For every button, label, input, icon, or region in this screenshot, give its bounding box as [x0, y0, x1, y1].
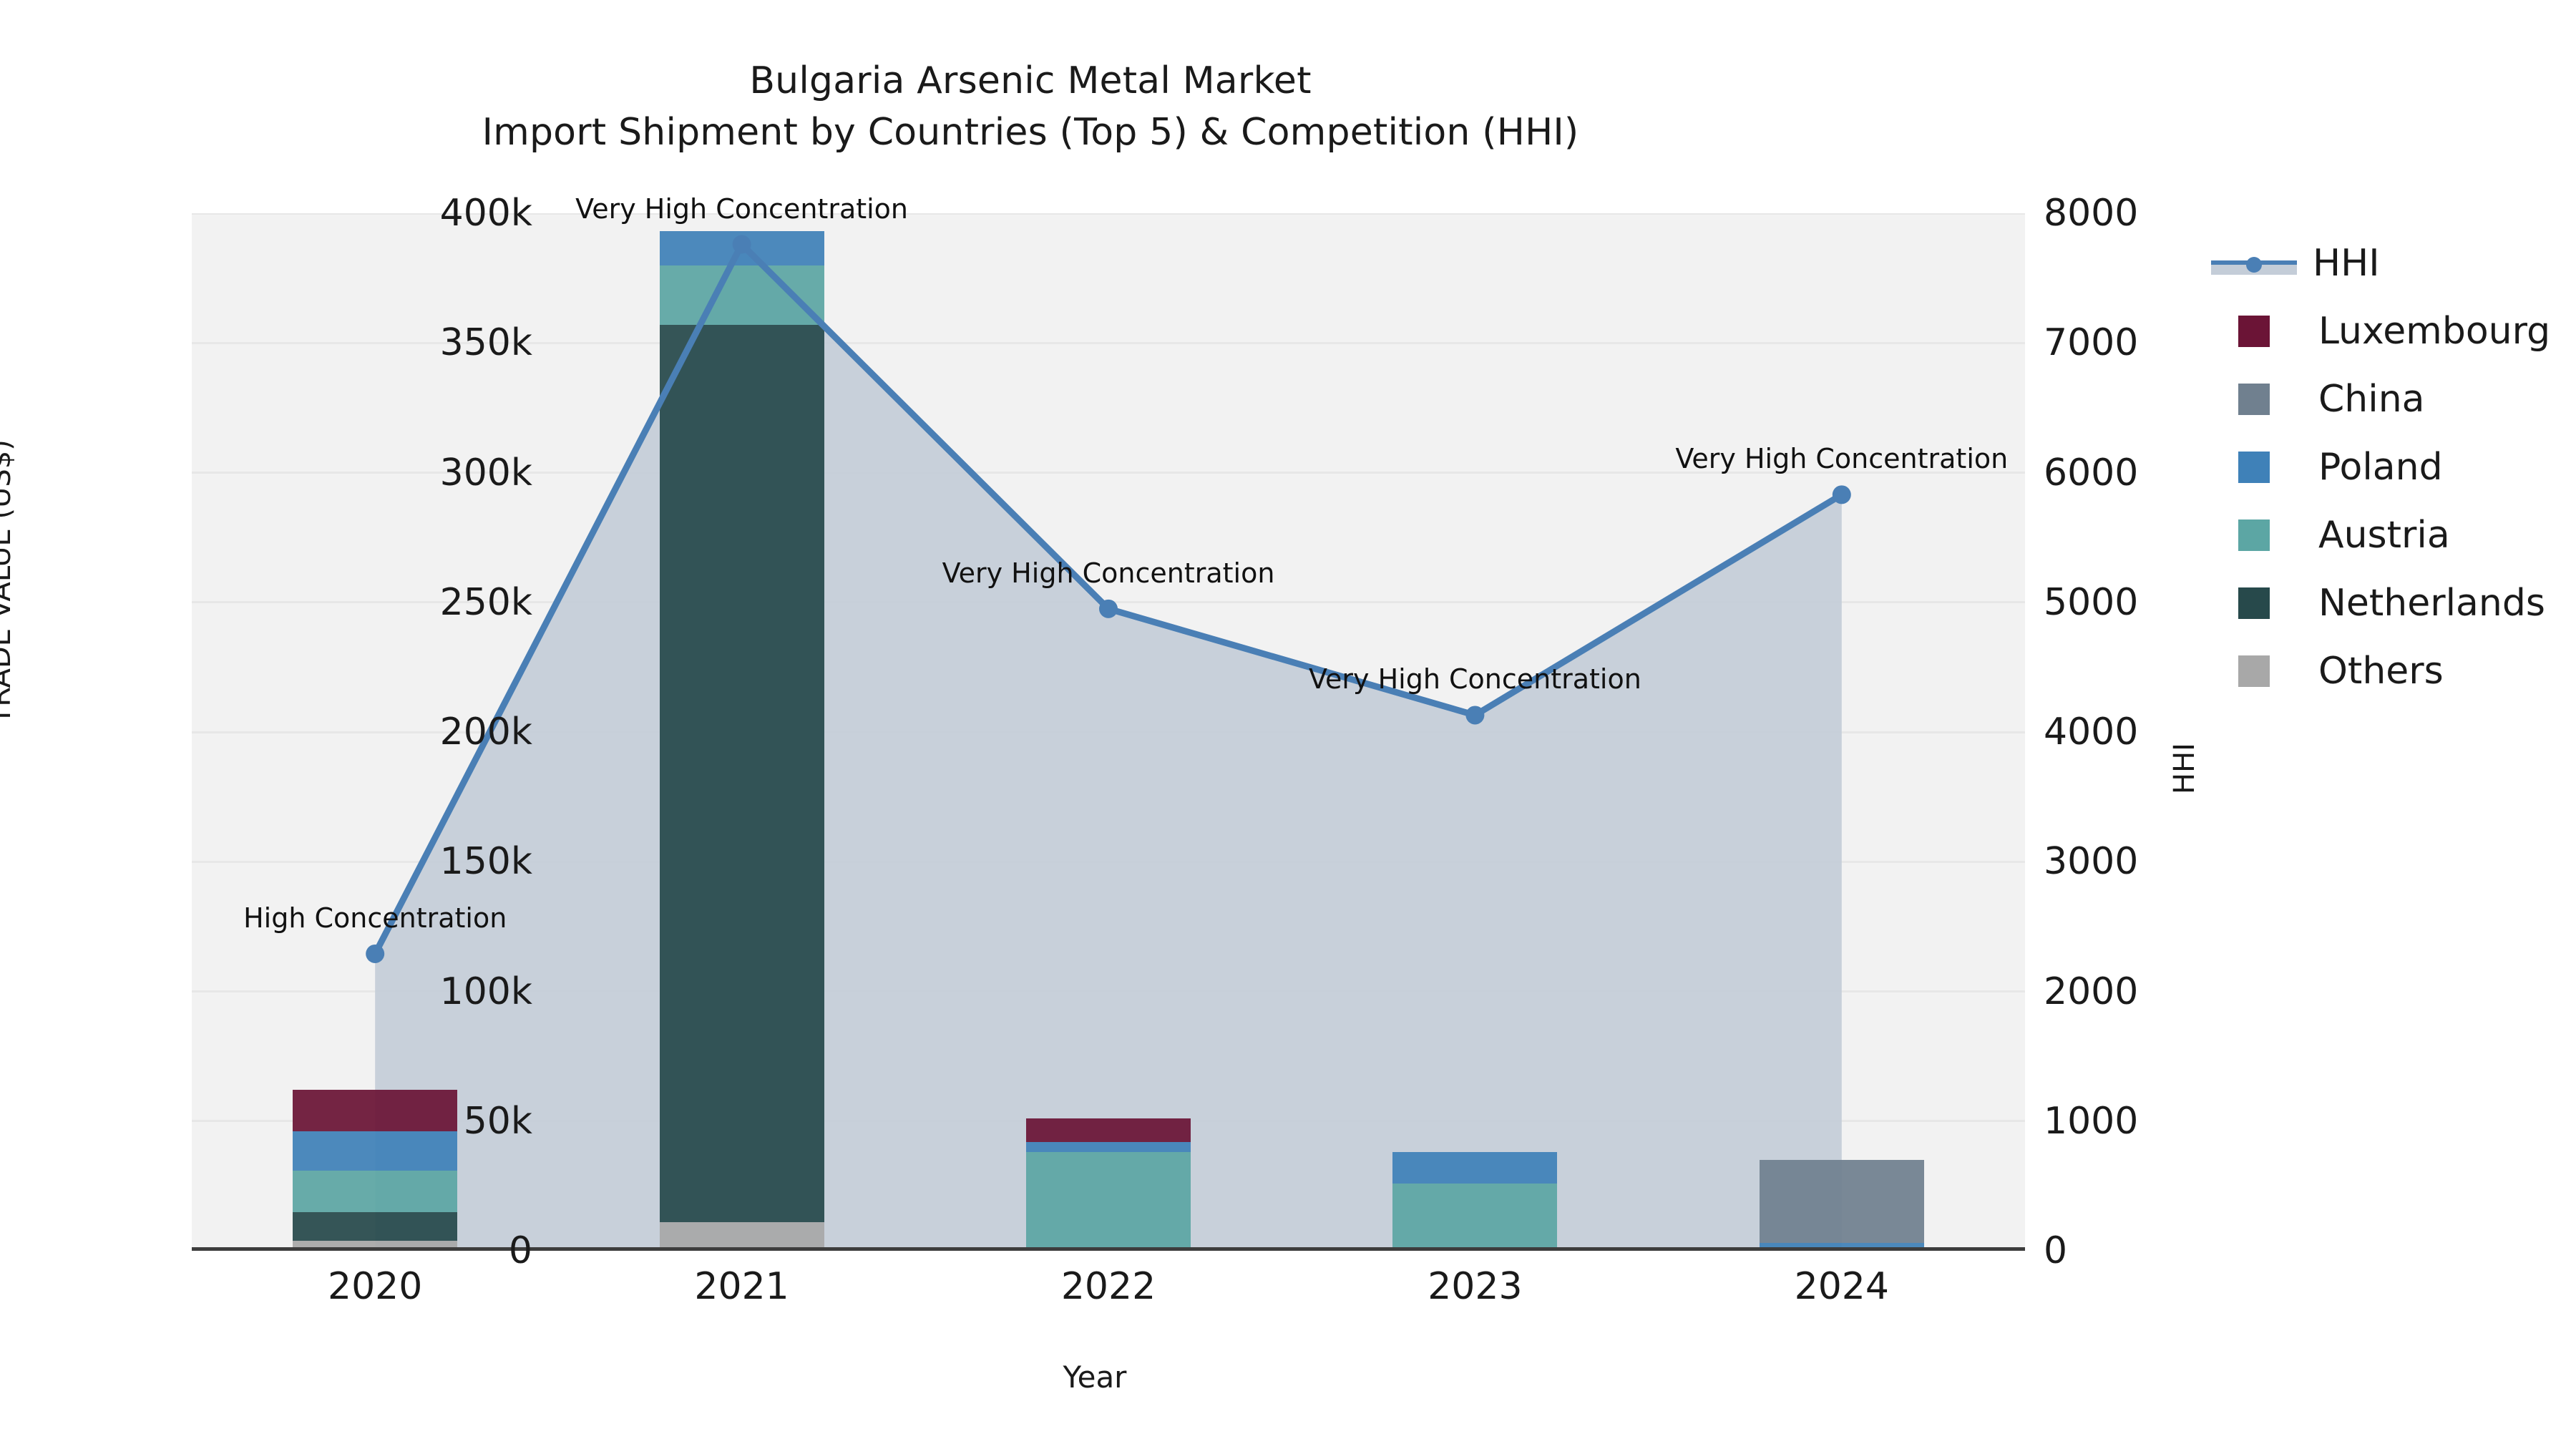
gridline [192, 472, 2025, 474]
y-tick-right: 3000 [2044, 840, 2139, 884]
bar-segment-austria[interactable] [293, 1170, 458, 1212]
bar-segment-luxembourg[interactable] [1026, 1118, 1191, 1142]
y-tick-left: 100k [439, 970, 532, 1013]
legend-label: China [2318, 377, 2425, 421]
y-axis-label-left: TRADE VALUE (US$) [0, 439, 17, 724]
legend-label: Others [2318, 649, 2444, 693]
bar-segment-luxembourg[interactable] [293, 1090, 458, 1132]
hhi-line-path [371, 241, 1845, 957]
hhi-data-point[interactable] [366, 944, 385, 963]
hhi-data-point[interactable] [1465, 706, 1485, 725]
legend-item-luxembourg[interactable]: Luxembourg [2211, 297, 2550, 365]
y-tick-right: 0 [2044, 1229, 2068, 1272]
y-tick-left: 350k [439, 321, 532, 365]
hhi-annotation: Very High Concentration [1308, 663, 1641, 696]
chart-legend: HHI Luxembourg China Poland Austria Netherlan… [2211, 229, 2550, 705]
legend-label: Luxembourg [2318, 309, 2551, 353]
legend-swatch-icon [2238, 587, 2270, 619]
y-tick-left: 50k [463, 1099, 532, 1143]
gridline [192, 341, 2025, 344]
hhi-annotation: High Concentration [243, 902, 507, 934]
y-tick-right: 4000 [2044, 711, 2139, 753]
bar-segment-china[interactable] [1759, 1160, 1924, 1244]
x-tick: 2021 [694, 1265, 789, 1308]
bar-segment-austria[interactable] [1392, 1183, 1558, 1249]
legend-item-others[interactable]: Others [2211, 637, 2550, 705]
y-tick-right: 6000 [2044, 451, 2139, 494]
y-tick-left: 400k [439, 192, 532, 235]
y-tick-left: 0 [508, 1229, 532, 1272]
hhi-annotation: Very High Concentration [575, 192, 909, 225]
bar-segment-netherlands[interactable] [293, 1211, 458, 1241]
hhi-data-point[interactable] [1832, 485, 1851, 504]
bar-segment-others[interactable] [659, 1222, 824, 1251]
bar-segment-poland[interactable] [1026, 1141, 1191, 1153]
y-tick-right: 7000 [2044, 321, 2139, 365]
bar-segment-netherlands[interactable] [659, 324, 824, 1223]
legend-swatch-icon [2238, 383, 2270, 415]
x-axis-label: Year [1063, 1360, 1127, 1395]
y-tick-left: 150k [439, 840, 532, 884]
legend-item-poland[interactable]: Poland [2211, 433, 2550, 501]
plot-area [192, 213, 2025, 1251]
y-tick-left: 250k [439, 580, 532, 624]
y-tick-right: 2000 [2044, 970, 2139, 1013]
legend-swatch-icon [2238, 315, 2270, 347]
legend-item-austria[interactable]: Austria [2211, 501, 2550, 569]
gridline [192, 213, 2025, 215]
legend-item-china[interactable]: China [2211, 365, 2550, 433]
x-tick: 2024 [1794, 1265, 1889, 1308]
legend-label: Netherlands [2318, 581, 2545, 625]
hhi-data-point[interactable] [732, 235, 751, 254]
legend-swatch-icon [2238, 519, 2270, 551]
plot-inner [192, 213, 2025, 1251]
legend-item-netherlands[interactable]: Netherlands [2211, 569, 2550, 637]
legend-swatch-icon [2238, 451, 2270, 483]
y-axis-label-right: HHI [2168, 743, 2201, 794]
x-tick: 2022 [1060, 1265, 1156, 1308]
y-tick-left: 300k [439, 451, 532, 494]
y-tick-right: 5000 [2044, 580, 2139, 624]
hhi-annotation: Very High Concentration [942, 557, 1275, 589]
title-line-2: Import Shipment by Countries (Top 5) & C… [482, 110, 1579, 154]
y-tick-left: 200k [439, 711, 532, 753]
hhi-annotation: Very High Concentration [1675, 443, 2009, 475]
legend-label: HHI [2313, 241, 2380, 285]
bar-segment-austria[interactable] [1026, 1152, 1191, 1251]
bar-segment-poland[interactable] [1759, 1243, 1924, 1251]
legend-label: Austria [2318, 513, 2450, 557]
x-tick: 2020 [328, 1265, 423, 1308]
hhi-data-point[interactable] [1099, 599, 1118, 618]
legend-item-hhi[interactable]: HHI [2211, 229, 2550, 297]
chart-title: Bulgaria Arsenic Metal Market Import Shi… [0, 56, 2061, 159]
legend-line-key-icon [2211, 248, 2297, 279]
hhi-line-series [366, 235, 1851, 963]
legend-label: Poland [2318, 445, 2443, 489]
bar-segment-poland[interactable] [293, 1131, 458, 1171]
x-axis-baseline [192, 1247, 2025, 1251]
y-tick-right: 1000 [2044, 1099, 2139, 1143]
bar-segment-poland[interactable] [1392, 1152, 1558, 1184]
legend-swatch-icon [2238, 655, 2270, 687]
x-tick: 2023 [1428, 1265, 1523, 1308]
y-tick-right: 8000 [2044, 192, 2139, 235]
title-line-1: Bulgaria Arsenic Metal Market [749, 59, 1312, 102]
